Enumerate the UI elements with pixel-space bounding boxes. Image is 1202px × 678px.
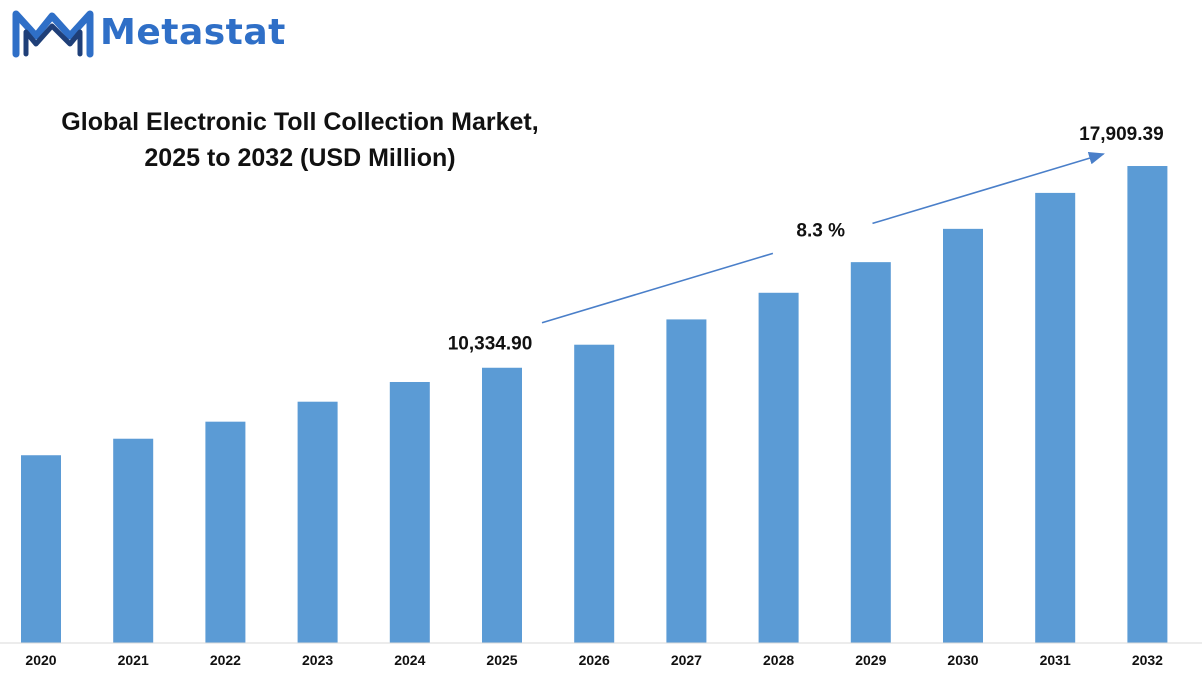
cagr-label: 8.3 % — [796, 220, 845, 241]
bars-group — [21, 166, 1168, 644]
bar-2032 — [1127, 166, 1168, 644]
x-tick-label-2020: 2020 — [25, 652, 56, 668]
logo-text: Metastat — [100, 11, 286, 53]
metastat-logo: Metastat — [12, 4, 286, 60]
end-value-label: 17,909.39 — [1079, 124, 1164, 145]
bar-2030 — [943, 228, 983, 643]
bar-2028 — [758, 292, 799, 643]
x-tick-label-2023: 2023 — [302, 652, 333, 668]
x-tick-label-2026: 2026 — [579, 652, 610, 668]
x-tick-label-2027: 2027 — [671, 652, 702, 668]
metastat-m-logo-icon — [12, 10, 94, 58]
cagr-arrow-segment-end — [872, 152, 1105, 225]
bar-2025 — [482, 367, 522, 643]
chart-title: Global Electronic Toll Collection Market… — [20, 104, 580, 176]
bar-2029 — [850, 262, 891, 643]
bar-2026 — [574, 344, 615, 643]
cagr-arrow-segment-start — [541, 252, 774, 324]
x-tick-label-2022: 2022 — [210, 652, 241, 668]
x-tick-label-2025: 2025 — [486, 652, 517, 668]
bar-2023 — [297, 401, 338, 643]
bar-2021 — [113, 438, 154, 643]
chart-title-line-2: 2025 to 2032 (USD Million) — [144, 144, 456, 172]
x-tick-label-2029: 2029 — [855, 652, 886, 668]
x-tick-label-2030: 2030 — [947, 652, 978, 668]
x-tick-label-2024: 2024 — [394, 652, 425, 668]
start-value-label: 10,334.90 — [448, 334, 533, 355]
x-tick-label-2031: 2031 — [1040, 652, 1071, 668]
x-tick-label-2021: 2021 — [118, 652, 149, 668]
annotations: 10,334.90 17,909.39 8.3 % — [448, 124, 1164, 355]
x-tick-labels: 2020 2021 2022 2023 2024 2025 2026 2027 2028 2029… — [25, 652, 1163, 668]
bar-2020 — [21, 455, 61, 643]
x-tick-label-2028: 2028 — [763, 652, 794, 668]
bar-2027 — [666, 319, 707, 643]
chart-title-line-1: Global Electronic Toll Collection Market… — [61, 108, 539, 136]
bar-2022 — [205, 421, 246, 643]
x-tick-label-2032: 2032 — [1132, 652, 1163, 668]
bar-2024 — [389, 381, 430, 643]
bar-2031 — [1035, 192, 1076, 644]
